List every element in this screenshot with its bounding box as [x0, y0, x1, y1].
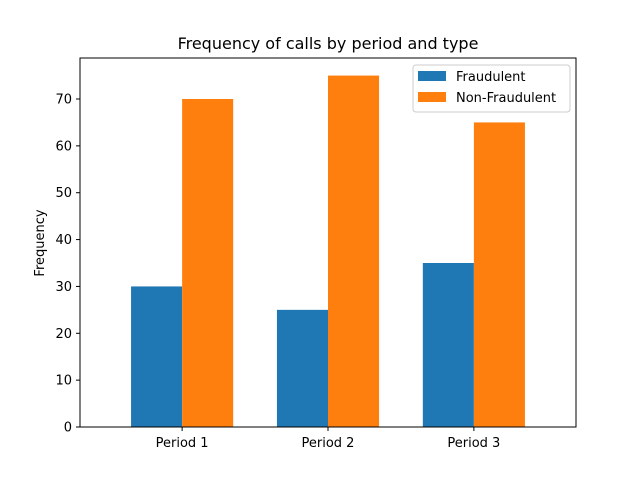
bar-fraudulent-3 [422, 263, 474, 427]
bar-fraudulent-2 [276, 309, 328, 427]
legend-box [412, 64, 571, 113]
bar-non-fraudulent-1 [182, 99, 234, 427]
x-tick-label: Period 3 [447, 436, 500, 451]
y-tick-label: 40 [55, 233, 72, 248]
chart-title: Frequency of calls by period and type [178, 34, 479, 53]
bars-layer [131, 75, 525, 428]
axes-layer: 0 10 20 30 40 50 60 70 Period 1 Period 2 Period 3 [55, 57, 577, 451]
legend-swatch-non-fraudulent [418, 92, 446, 102]
x-tick-label: Period 1 [156, 436, 209, 451]
legend-swatch-fraudulent [418, 71, 446, 81]
y-tick-label: 20 [55, 327, 72, 342]
legend-label-non-fraudulent: Non-Fraudulent [456, 91, 556, 106]
bar-non-fraudulent-2 [328, 75, 380, 428]
x-tick-label: Period 2 [302, 436, 355, 451]
legend-label-fraudulent: Fraudulent [456, 70, 526, 85]
legend: Fraudulent Non-Fraudulent [412, 64, 571, 113]
y-axis-label: Frequency [33, 209, 48, 276]
bar-non-fraudulent-3 [473, 122, 525, 427]
bar-fraudulent-1 [131, 286, 183, 427]
y-tick-label: 50 [55, 186, 72, 201]
y-tick-label: 10 [55, 374, 72, 389]
y-tick-label: 30 [55, 280, 72, 295]
y-tick-label: 60 [55, 139, 72, 154]
y-tick-label: 0 [64, 421, 72, 436]
y-tick-label: 70 [55, 93, 72, 108]
